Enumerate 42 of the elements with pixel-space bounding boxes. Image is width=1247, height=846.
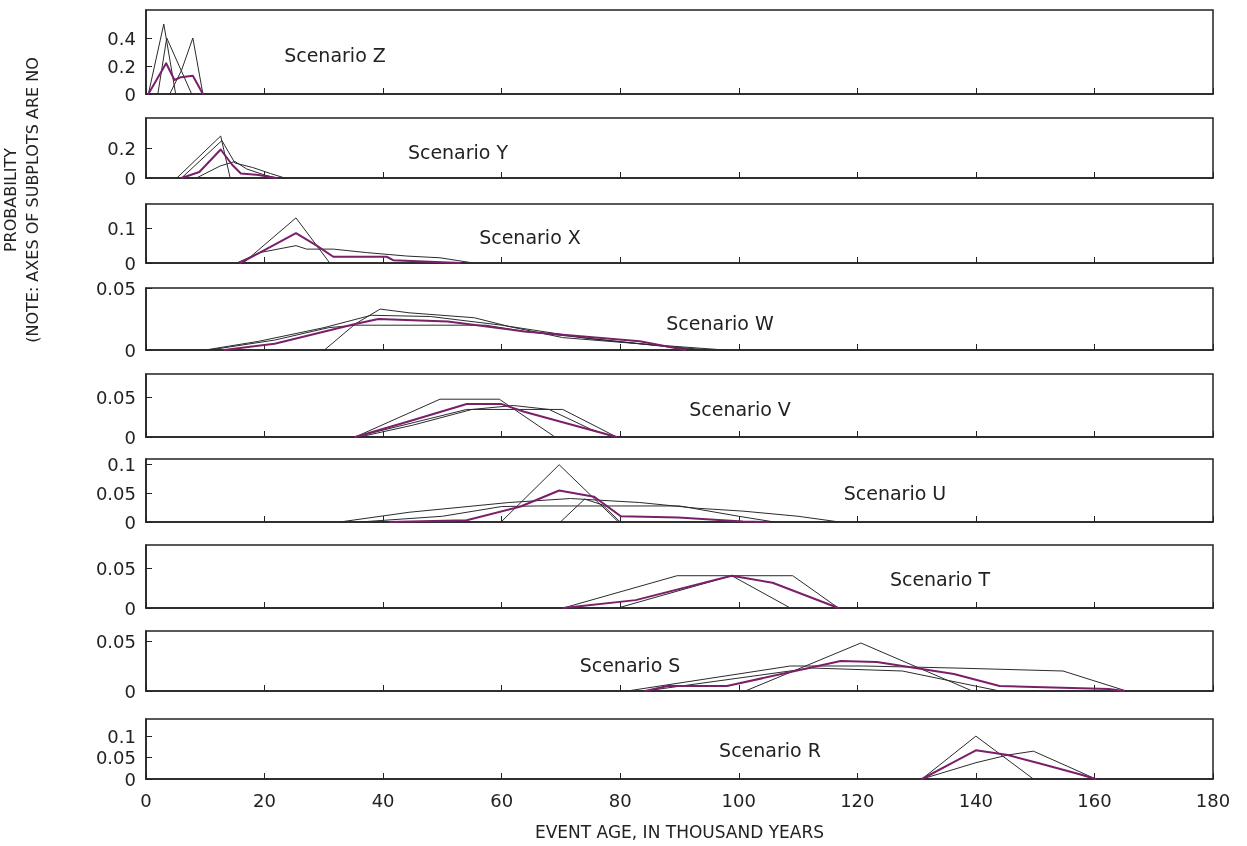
y-tick-label: 0.05 bbox=[95, 387, 136, 409]
text: Scenario R bbox=[719, 739, 821, 761]
x-tick-label: 120 bbox=[840, 789, 875, 811]
y-tick-label: 0.05 bbox=[95, 558, 136, 580]
y-tick-label: 0 bbox=[124, 252, 136, 274]
text: Scenario S bbox=[579, 654, 681, 676]
x-tick-label: 20 bbox=[253, 789, 277, 811]
text: Scenario X bbox=[479, 226, 581, 248]
x-tick-label: 0 bbox=[140, 789, 152, 811]
y-tick-label: 0.05 bbox=[95, 747, 136, 769]
x-tick-label: 180 bbox=[1195, 789, 1231, 811]
y-tick-label: 0.2 bbox=[107, 137, 136, 159]
x-tick-label: 160 bbox=[1077, 789, 1112, 811]
y-axis-title: PROBABILITY (NOTE: AXES OF SUBPLOTS ARE NO bbox=[0, 57, 43, 343]
y-tick-label: 0.05 bbox=[95, 630, 136, 652]
y-tick-label: 0 bbox=[124, 680, 136, 702]
y-tick-label: 0.1 bbox=[107, 725, 136, 747]
y-tick-label: 0 bbox=[124, 511, 136, 533]
text: Scenario Z bbox=[284, 44, 386, 66]
y-tick-label: 0 bbox=[124, 339, 136, 361]
x-tick-label: 80 bbox=[608, 789, 632, 811]
x-tick-label: 140 bbox=[958, 789, 994, 811]
y-tick-label: 0.1 bbox=[107, 454, 136, 476]
y-tick-label: 0 bbox=[124, 167, 136, 189]
x-tick-label: 60 bbox=[490, 789, 514, 811]
y-tick-label: 0.1 bbox=[107, 217, 136, 239]
text: Scenario W bbox=[666, 312, 774, 334]
x-tick-label: 100 bbox=[721, 789, 756, 811]
x-tick-label: 40 bbox=[371, 789, 395, 811]
text: Scenario T bbox=[889, 568, 991, 590]
y-tick-label: 0 bbox=[124, 597, 136, 619]
text: Scenario Y bbox=[407, 141, 509, 163]
y-tick-label: 0 bbox=[124, 426, 136, 448]
y-tick-label: 0.4 bbox=[107, 27, 136, 49]
y-tick-label: 0.2 bbox=[107, 55, 136, 77]
y-tick-label: 0.05 bbox=[95, 277, 136, 299]
x-axis-title: EVENT AGE, IN THOUSAND YEARS bbox=[534, 821, 825, 842]
y-tick-label: 0.05 bbox=[95, 482, 136, 504]
text: Scenario V bbox=[689, 398, 791, 420]
text: Scenario U bbox=[843, 482, 947, 504]
y-tick-label: 0 bbox=[124, 83, 136, 105]
y-tick-label: 0 bbox=[124, 768, 136, 790]
